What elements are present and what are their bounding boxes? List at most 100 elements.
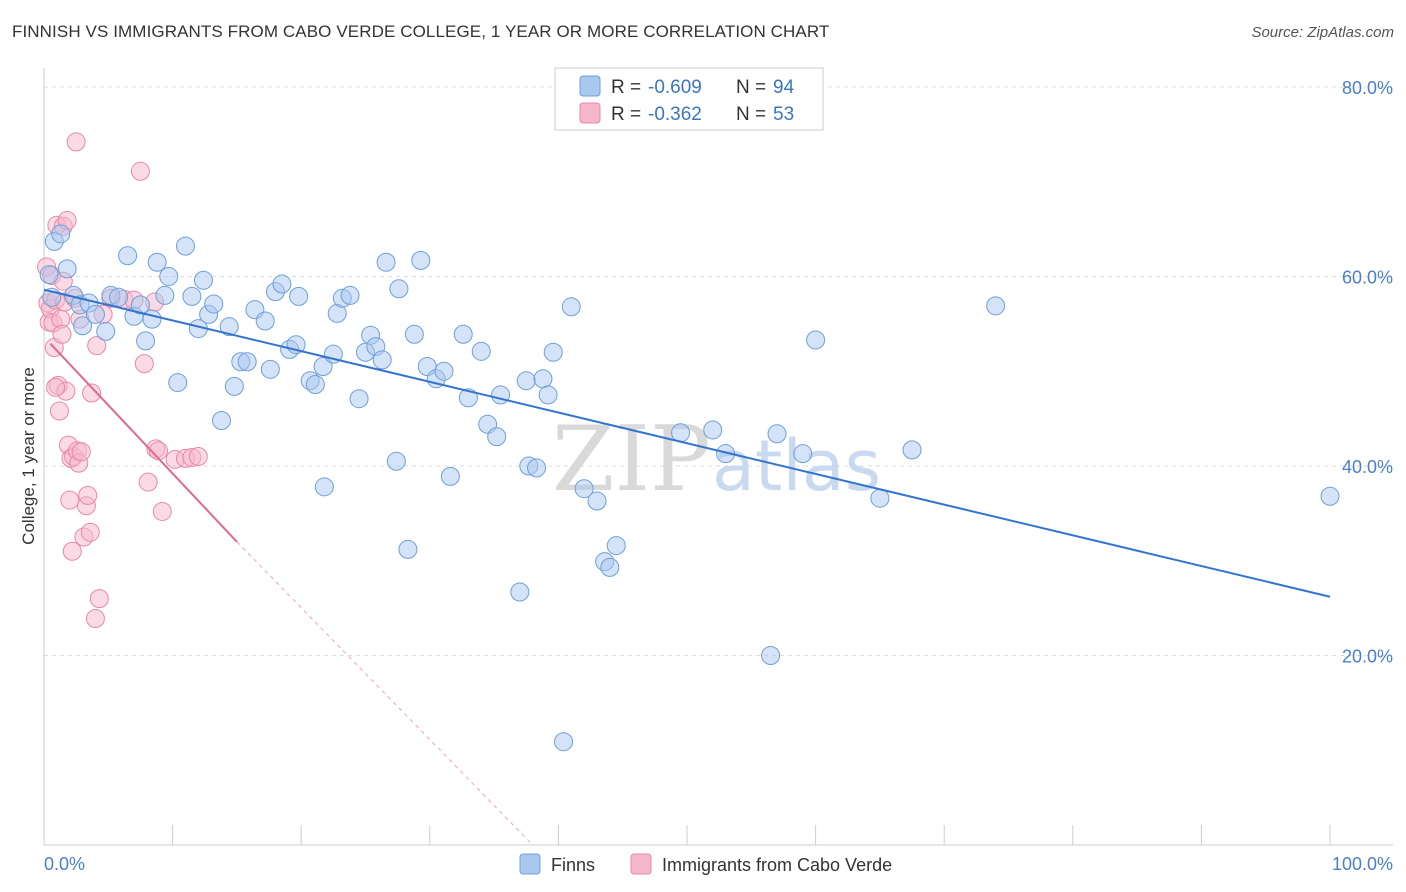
bottom-legend-swatch-finns: [519, 853, 541, 875]
data-point-finns: [130, 295, 150, 315]
data-point-finns: [182, 286, 202, 306]
data-point-finns: [211, 410, 231, 430]
data-point-finns: [272, 274, 292, 294]
data-point-finns: [313, 356, 333, 376]
data-point-finns: [389, 279, 409, 299]
data-point-finns: [398, 539, 418, 559]
data-point-finns: [561, 297, 581, 317]
y-tick-label: 80.0%: [1342, 78, 1393, 98]
data-point-finns: [224, 376, 244, 396]
data-point-finns: [255, 311, 275, 331]
data-point-finns: [386, 451, 406, 471]
data-point-finns: [372, 350, 392, 370]
data-point-finns: [1320, 486, 1340, 506]
data-point-finns: [118, 246, 138, 266]
legend-r-label-finns: R =: [611, 77, 641, 98]
data-point-finns: [237, 352, 257, 372]
legend-n-label-cabo-verde: N =: [736, 104, 766, 125]
data-point-finns: [902, 440, 922, 460]
y-tick-labels: 20.0% 40.0% 60.0% 80.0%: [1342, 78, 1393, 667]
data-point-finns: [175, 236, 195, 256]
data-point-finns: [527, 458, 547, 478]
legend-swatch-finns: [579, 75, 601, 97]
data-point-cabo-verde: [71, 442, 91, 462]
data-point-finns: [440, 466, 460, 486]
data-point-finns: [761, 645, 781, 665]
x-tick-label-min: 0.0%: [44, 854, 85, 874]
data-point-finns: [340, 285, 360, 305]
x-tick-label-max: 100.0%: [1332, 854, 1393, 874]
data-point-finns: [793, 444, 813, 464]
data-point-cabo-verde: [130, 161, 150, 181]
data-point-cabo-verde: [66, 132, 86, 152]
data-point-finns: [109, 287, 129, 307]
bottom-legend-label-cabo-verde: Immigrants from Cabo Verde: [662, 855, 892, 875]
data-point-finns: [574, 479, 594, 499]
data-point-finns: [533, 369, 553, 389]
data-point-finns: [986, 296, 1006, 316]
data-point-finns: [57, 259, 77, 279]
y-tick-label: 20.0%: [1342, 646, 1393, 666]
grid-lines: [44, 86, 1393, 656]
x-tick-labels: 0.0% 100.0%: [44, 854, 1393, 874]
data-point-finns: [587, 491, 607, 511]
data-point-finns: [538, 385, 558, 405]
data-point-finns: [155, 285, 175, 305]
data-point-finns: [404, 324, 424, 344]
bottom-legend-label-finns: Finns: [551, 855, 595, 875]
source-label: Source: ZipAtlas.com: [1251, 24, 1394, 41]
regression-extension-cabo-verde: [236, 541, 534, 846]
y-axis-label: College, 1 year or more: [19, 367, 38, 545]
data-point-finns: [606, 536, 626, 556]
data-point-finns: [376, 252, 396, 272]
data-point-finns: [487, 427, 507, 447]
data-point-cabo-verde: [152, 501, 172, 521]
legend-r-value-finns: -0.609: [648, 77, 702, 98]
data-point-finns: [147, 252, 167, 272]
legend-r-label-cabo-verde: R =: [611, 104, 641, 125]
data-point-finns: [471, 341, 491, 361]
data-point-finns: [85, 304, 105, 324]
watermark-atlas: atlas: [712, 425, 881, 507]
data-point-cabo-verde: [52, 324, 72, 344]
data-point-finns: [349, 389, 369, 409]
regression-line-finns: [43, 288, 1331, 598]
bottom-legend-swatch-cabo-verde: [630, 853, 652, 875]
data-point-cabo-verde: [89, 589, 109, 609]
data-point-cabo-verde: [62, 541, 82, 561]
data-point-finns: [305, 374, 325, 394]
data-point-finns: [554, 732, 574, 752]
data-point-finns: [168, 373, 188, 393]
data-point-finns: [870, 488, 890, 508]
bottom-legend: Finns Immigrants from Cabo Verde: [519, 853, 892, 875]
regression-line-cabo-verde: [49, 343, 238, 543]
data-point-cabo-verde: [78, 485, 98, 505]
data-point-finns: [39, 265, 59, 285]
data-point-finns: [543, 342, 563, 362]
data-point-cabo-verde: [60, 490, 80, 510]
chart-title: FINNISH VS IMMIGRANTS FROM CABO VERDE CO…: [12, 22, 830, 41]
data-point-finns: [411, 250, 431, 270]
data-point-cabo-verde: [85, 609, 105, 629]
legend-r-value-cabo-verde: -0.362: [648, 104, 702, 125]
legend-box: R = -0.609 N = 94 R = -0.362 N = 53: [554, 67, 824, 131]
data-point-finns: [767, 424, 787, 444]
axes: [43, 68, 1393, 846]
legend-swatch-cabo-verde: [579, 102, 601, 124]
data-point-finns: [136, 331, 156, 351]
data-point-cabo-verde: [46, 377, 66, 397]
data-point-finns: [142, 309, 162, 329]
data-point-finns: [159, 266, 179, 286]
regression-lines: [43, 288, 1331, 846]
data-point-cabo-verde: [134, 354, 154, 374]
data-point-finns: [458, 388, 478, 408]
data-point-finns: [434, 361, 454, 381]
data-point-cabo-verde: [82, 383, 102, 403]
data-point-finns: [204, 294, 224, 314]
data-point-finns: [510, 582, 530, 602]
data-point-cabo-verde: [188, 447, 208, 466]
data-point-finns: [703, 420, 723, 440]
watermark-zip: ZIP: [552, 407, 711, 512]
series-finns-points: [39, 224, 1340, 752]
